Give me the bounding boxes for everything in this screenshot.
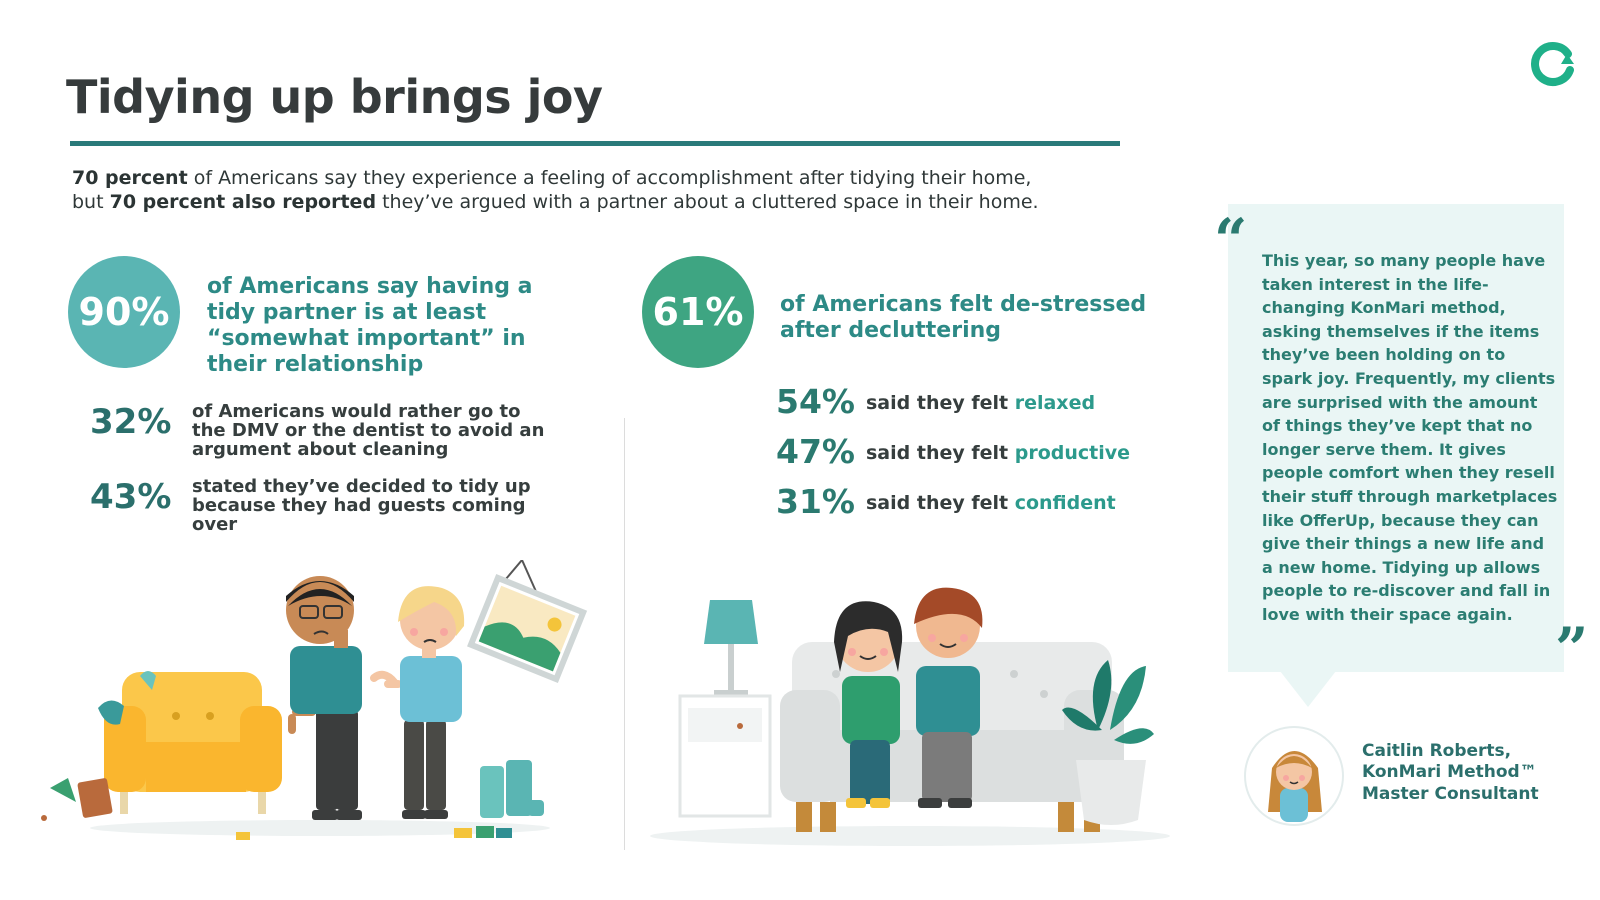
page-title: Tidying up brings joy <box>66 70 603 124</box>
stat-circle-61: 61% <box>642 256 754 368</box>
felt-text-confident: said they felt confident <box>866 492 1116 514</box>
felt-word-relaxed: relaxed <box>1014 392 1096 414</box>
felt-prefix: said they felt <box>866 492 1015 514</box>
intro-paragraph: 70 percent of Americans say they experie… <box>72 166 1072 214</box>
intro-text-2a: but <box>72 191 110 213</box>
felt-value-54: 54% <box>776 382 855 421</box>
intro-bold-1: 70 percent <box>72 167 188 189</box>
open-quote-mark: “ <box>1214 206 1248 274</box>
felt-text-relaxed: said they felt relaxed <box>866 392 1095 414</box>
stat-headline-90: of Americans say having a tidy partner i… <box>207 274 533 377</box>
felt-prefix: said they felt <box>866 392 1015 414</box>
felt-word-confident: confident <box>1014 492 1116 514</box>
felt-word-productive: productive <box>1014 442 1130 464</box>
stat-headline-61: of Americans felt de-stressed after decl… <box>780 292 1147 343</box>
author-title-line-2: Master Consultant <box>1362 784 1539 804</box>
arguing-couple-illustration <box>30 560 590 860</box>
consultant-avatar <box>1244 726 1344 826</box>
intro-bold-2: 70 percent also reported <box>109 191 377 213</box>
felt-value-47: 47% <box>776 432 855 471</box>
quote-tail <box>1280 671 1336 707</box>
felt-prefix: said they felt <box>866 442 1015 464</box>
column-divider <box>624 418 625 850</box>
stat-value-32: 32% <box>90 402 172 442</box>
offerup-logo-icon[interactable] <box>1528 40 1576 88</box>
close-quote-mark: ” <box>1555 615 1589 683</box>
stat-text-43: stated they’ve decided to tidy up becaus… <box>192 476 531 535</box>
felt-value-31: 31% <box>776 482 855 521</box>
relaxed-couple-illustration <box>640 580 1200 860</box>
stat-value-43: 43% <box>90 477 172 517</box>
quote-box <box>1228 204 1564 672</box>
author-title-line-1: KonMari Method™ <box>1362 762 1537 782</box>
intro-text-2b: they’ve argued with a partner about a cl… <box>376 191 1039 213</box>
felt-text-productive: said they felt productive <box>866 442 1130 464</box>
title-divider <box>70 141 1120 146</box>
intro-text-1: of Americans say they experience a feeli… <box>187 167 1032 189</box>
stat-text-32: of Americans would rather go to the DMV … <box>192 401 545 460</box>
stat-circle-90: 90% <box>68 256 180 368</box>
quote-text: This year, so many people have taken int… <box>1262 251 1558 624</box>
author-name: Caitlin Roberts, <box>1362 741 1512 761</box>
